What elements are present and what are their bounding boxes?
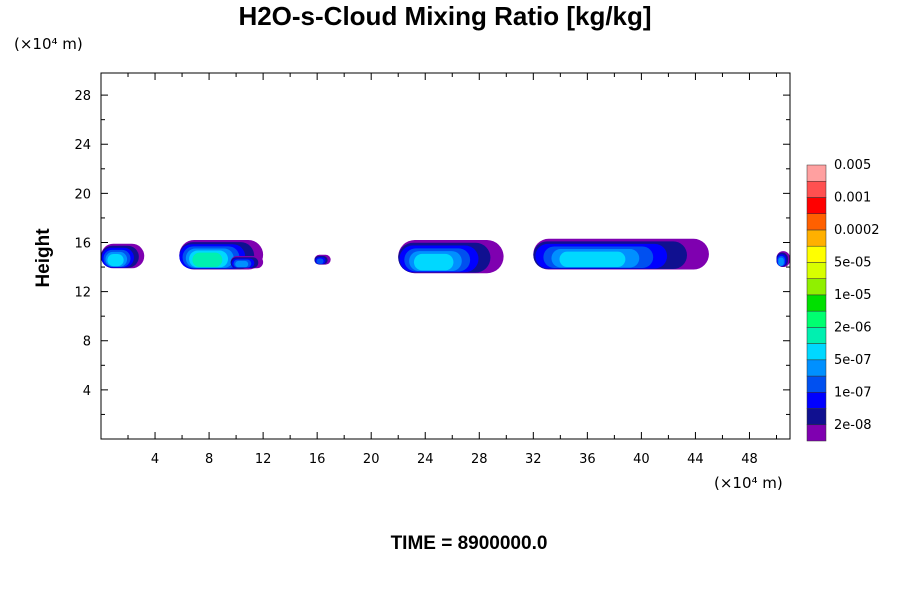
x-tick-label: 36 — [579, 452, 596, 467]
cloud-region — [398, 240, 504, 274]
y-tick-label: 12 — [74, 286, 91, 301]
colorbar-swatch — [806, 310, 827, 328]
x-tick-label: 48 — [741, 452, 758, 467]
time-label: TIME = 8900000.0 — [391, 533, 548, 554]
colorbar-swatch — [806, 392, 827, 409]
cloud-region — [776, 251, 790, 268]
y-axis-unit: (×10⁴ m) — [14, 35, 83, 53]
x-axis: 4 8 12 16 20 24 28 32 36 40 44 48 — [127, 73, 777, 467]
cloud-level-4 — [235, 260, 249, 268]
x-tick-label: 16 — [309, 452, 326, 467]
x-tick-label: 44 — [687, 452, 704, 467]
colorbar-labels: 2e-08 1e-07 5e-07 2e-06 1e-05 5e-05 0.0002 0.00… — [834, 158, 880, 433]
x-tick-label: 24 — [417, 452, 434, 467]
colorbar-swatch — [806, 197, 827, 214]
x-tick-label: 12 — [255, 452, 272, 467]
cloud-level-5 — [559, 251, 626, 267]
y-tick-label: 20 — [74, 187, 91, 202]
colorbar-label: 0.0002 — [834, 223, 880, 238]
colorbar-swatch — [806, 262, 827, 279]
colorbar-label: 2e-06 — [834, 320, 872, 335]
colorbar-swatch — [806, 424, 827, 442]
colorbar-swatch — [806, 327, 827, 344]
y-tick-label: 16 — [74, 236, 91, 251]
y-tick-label: 24 — [74, 138, 91, 153]
colorbar-swatch — [806, 278, 827, 296]
colorbar-swatch — [806, 408, 827, 426]
cloud-level-4 — [778, 257, 784, 266]
x-tick-label: 4 — [151, 452, 159, 467]
y-axis: 4 8 12 16 20 24 28 — [74, 89, 790, 415]
colorbar-swatch — [806, 375, 827, 393]
x-tick-label: 32 — [525, 452, 542, 467]
colorbar — [806, 164, 827, 442]
cloud-level-5 — [413, 253, 454, 271]
colorbar-label: 0.005 — [834, 158, 871, 173]
cloud-level-5 — [107, 253, 124, 267]
cloud-region — [230, 256, 264, 269]
cloud-region — [533, 238, 709, 270]
colorbar-label: 2e-08 — [834, 418, 872, 433]
colorbar-swatch — [806, 180, 827, 198]
y-tick-label: 4 — [83, 384, 91, 399]
cloud-level-6 — [192, 252, 223, 267]
y-tick-label: 8 — [83, 335, 91, 350]
plot-frame — [100, 72, 791, 440]
colorbar-label: 5e-07 — [834, 353, 872, 368]
chart-title: H2O-s-Cloud Mixing Ratio [kg/kg] — [238, 1, 651, 31]
cloud-region — [101, 243, 145, 269]
x-axis-unit: (×10⁴ m) — [714, 474, 783, 492]
x-tick-label: 40 — [633, 452, 650, 467]
cloud-level-3 — [316, 258, 324, 264]
colorbar-swatch — [806, 245, 827, 263]
colorbar-label: 0.001 — [834, 190, 871, 205]
colorbar-label: 5e-05 — [834, 255, 872, 270]
x-tick-label: 28 — [471, 452, 488, 467]
colorbar-swatch — [806, 213, 827, 231]
x-tick-label: 20 — [363, 452, 380, 467]
colorbar-label: 1e-07 — [834, 385, 872, 400]
colorbar-swatch — [806, 359, 827, 377]
x-tick-label: 8 — [205, 452, 213, 467]
colorbar-swatch — [806, 229, 827, 247]
y-tick-label: 28 — [74, 89, 91, 104]
colorbar-swatch — [806, 294, 827, 312]
colorbar-label: 1e-05 — [834, 288, 872, 303]
cloud-region — [314, 254, 331, 265]
cloud-regions — [101, 238, 790, 274]
colorbar-swatch — [806, 343, 827, 361]
colorbar-swatch — [806, 164, 827, 182]
y-axis-label: Height — [33, 228, 54, 288]
